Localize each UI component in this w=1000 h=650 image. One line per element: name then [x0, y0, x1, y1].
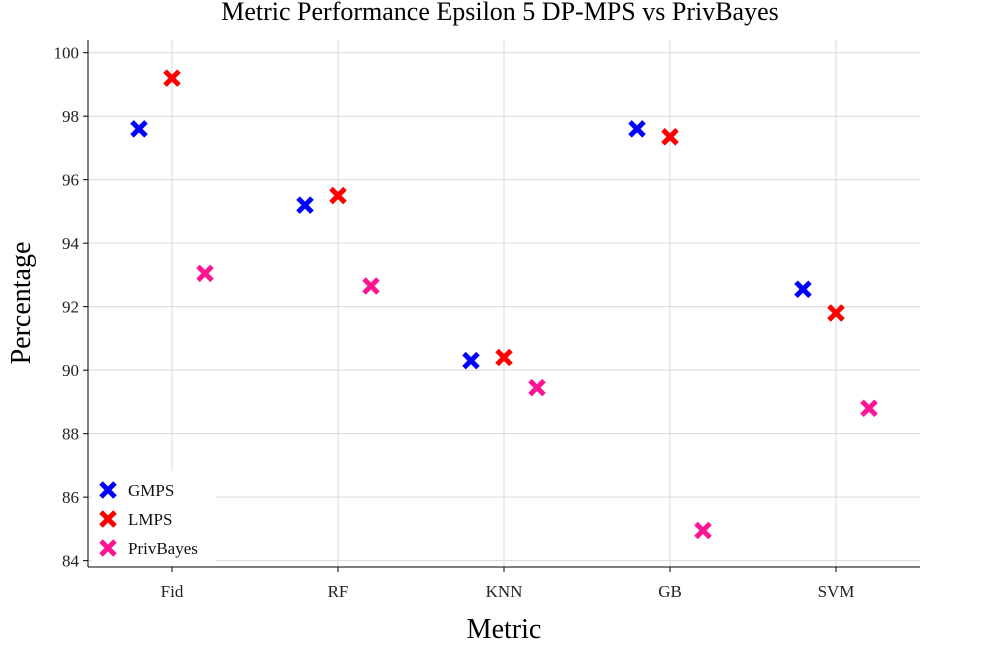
x-tick-label: RF — [328, 582, 349, 601]
y-tick-label: 98 — [62, 107, 79, 126]
legend-label-lmps: LMPS — [128, 510, 172, 529]
legend-label-gmps: GMPS — [128, 481, 174, 500]
data-point-gmps — [296, 196, 314, 214]
x-tick-label: GB — [658, 582, 682, 601]
y-tick-label: 94 — [62, 234, 80, 253]
y-tick-label: 100 — [54, 44, 80, 63]
y-tick-labels: 84 86 88 90 92 94 96 98 100 — [54, 44, 88, 571]
y-tick-label: 84 — [62, 552, 80, 571]
x-tick-labels: Fid RF KNN GB SVM — [161, 567, 855, 601]
y-tick-label: 90 — [62, 361, 79, 380]
data-point-lmps — [163, 69, 181, 87]
data-point-lmps — [827, 304, 845, 322]
data-point-privbayes — [196, 264, 214, 283]
data-point-lmps — [661, 128, 679, 146]
y-axis-title: Percentage — [6, 242, 37, 365]
data-point-gmps — [794, 280, 812, 298]
data-point-lmps — [329, 186, 347, 205]
data-point-privbayes — [694, 521, 712, 540]
legend: GMPS LMPS PrivBayes — [92, 471, 216, 565]
y-tick-label: 96 — [62, 171, 79, 190]
x-tick-label: Fid — [161, 582, 184, 601]
data-point-privbayes — [860, 399, 878, 418]
y-tick-label: 92 — [62, 298, 79, 317]
data-point-lmps — [495, 348, 513, 367]
data-point-privbayes — [362, 277, 380, 295]
data-point-gmps — [130, 120, 148, 138]
legend-label-privbayes: PrivBayes — [128, 539, 198, 558]
legend-marker-lmps — [99, 510, 117, 528]
data-point-privbayes — [528, 378, 546, 397]
grid — [88, 40, 920, 567]
x-axis-title: Metric — [467, 614, 542, 645]
data-point-gmps — [462, 351, 480, 370]
legend-marker-gmps — [99, 481, 117, 499]
chart-title: Metric Performance Epsilon 5 DP-MPS vs P… — [221, 0, 779, 26]
x-tick-label: KNN — [486, 582, 523, 601]
data-point-gmps — [628, 120, 646, 138]
y-tick-label: 86 — [62, 488, 79, 507]
y-tick-label: 88 — [62, 425, 79, 444]
x-tick-label: SVM — [818, 582, 855, 601]
legend-marker-privbayes — [99, 539, 117, 557]
data-points — [130, 69, 878, 540]
